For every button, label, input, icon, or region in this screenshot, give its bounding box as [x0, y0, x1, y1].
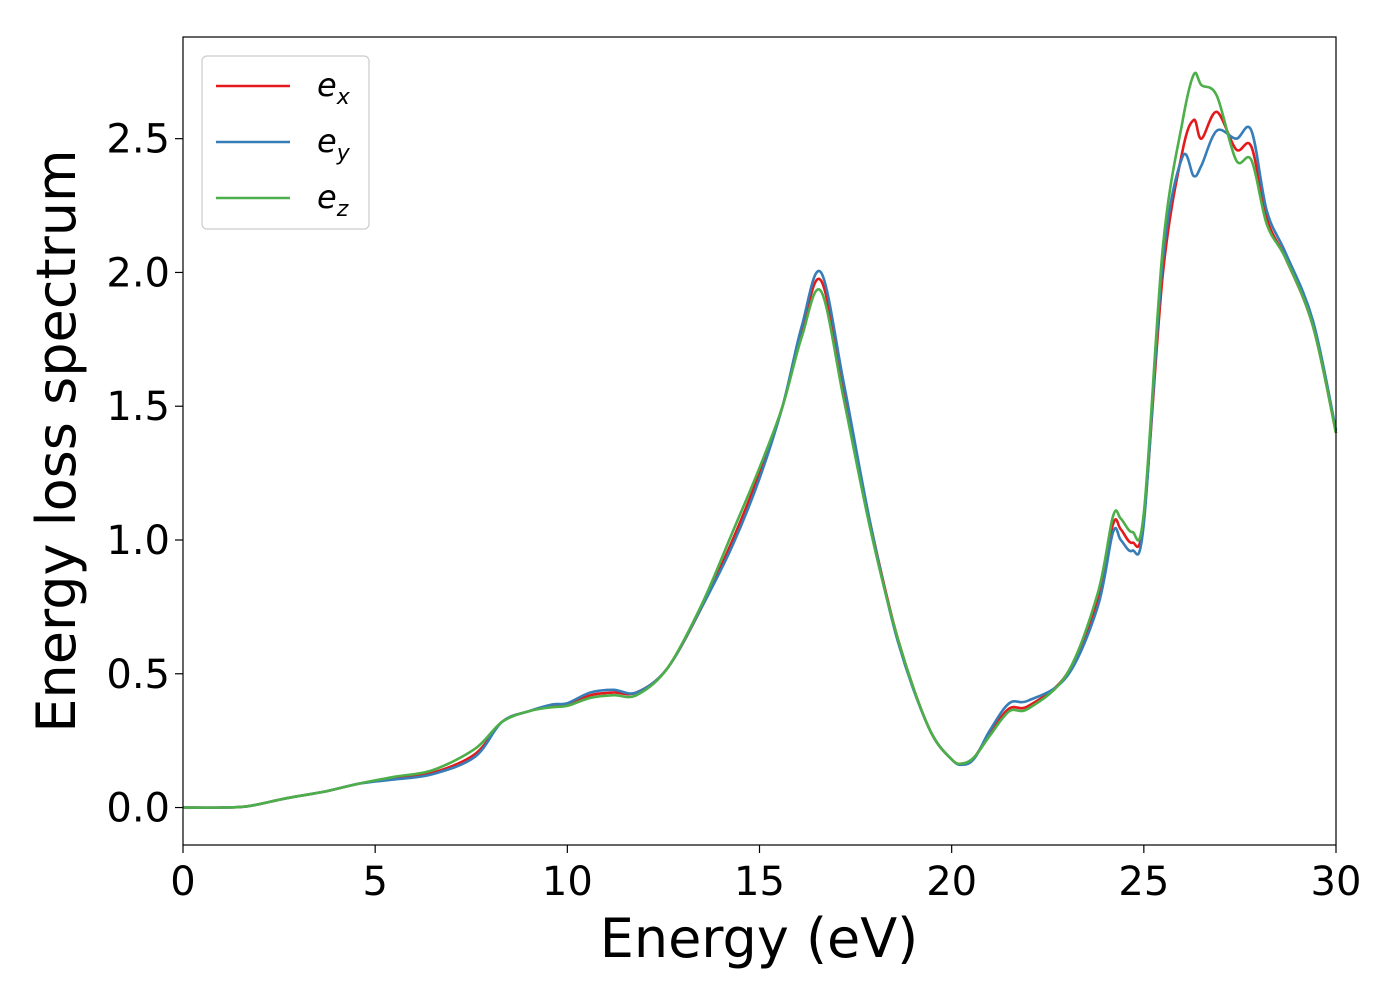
x-tick-label: 30	[1311, 859, 1362, 905]
y-axis: 0.0 0.5 1.0 1.5 2.0 2.5	[106, 117, 183, 832]
legend-label-y: ey	[317, 122, 351, 166]
y-tick-label: 1.0	[106, 518, 170, 564]
y-tick-label: 0.5	[106, 652, 170, 698]
y-tick-label: 2.0	[106, 250, 170, 296]
y-tick-label: 0.0	[106, 786, 170, 832]
y-tick-label: 2.5	[106, 117, 170, 163]
legend-label-x: ex	[317, 66, 351, 110]
x-axis-label: Energy (eV)	[600, 907, 919, 970]
series-lines	[182, 71, 1338, 809]
x-tick-label: 20	[926, 859, 977, 905]
legend: ex ey ez	[201, 55, 370, 230]
series-line-z	[182, 71, 1338, 809]
x-tick-label: 10	[542, 859, 593, 905]
x-axis: 0 5 10 15 20 25 30	[170, 845, 1361, 905]
x-tick-label: 0	[170, 859, 195, 905]
x-tick-label: 15	[734, 859, 785, 905]
x-tick-label: 25	[1118, 859, 1169, 905]
x-tick-label: 5	[362, 859, 387, 905]
y-tick-label: 1.5	[106, 384, 170, 430]
y-axis-label: Energy loss spectrum	[25, 149, 88, 732]
legend-label-z: ez	[317, 178, 349, 222]
